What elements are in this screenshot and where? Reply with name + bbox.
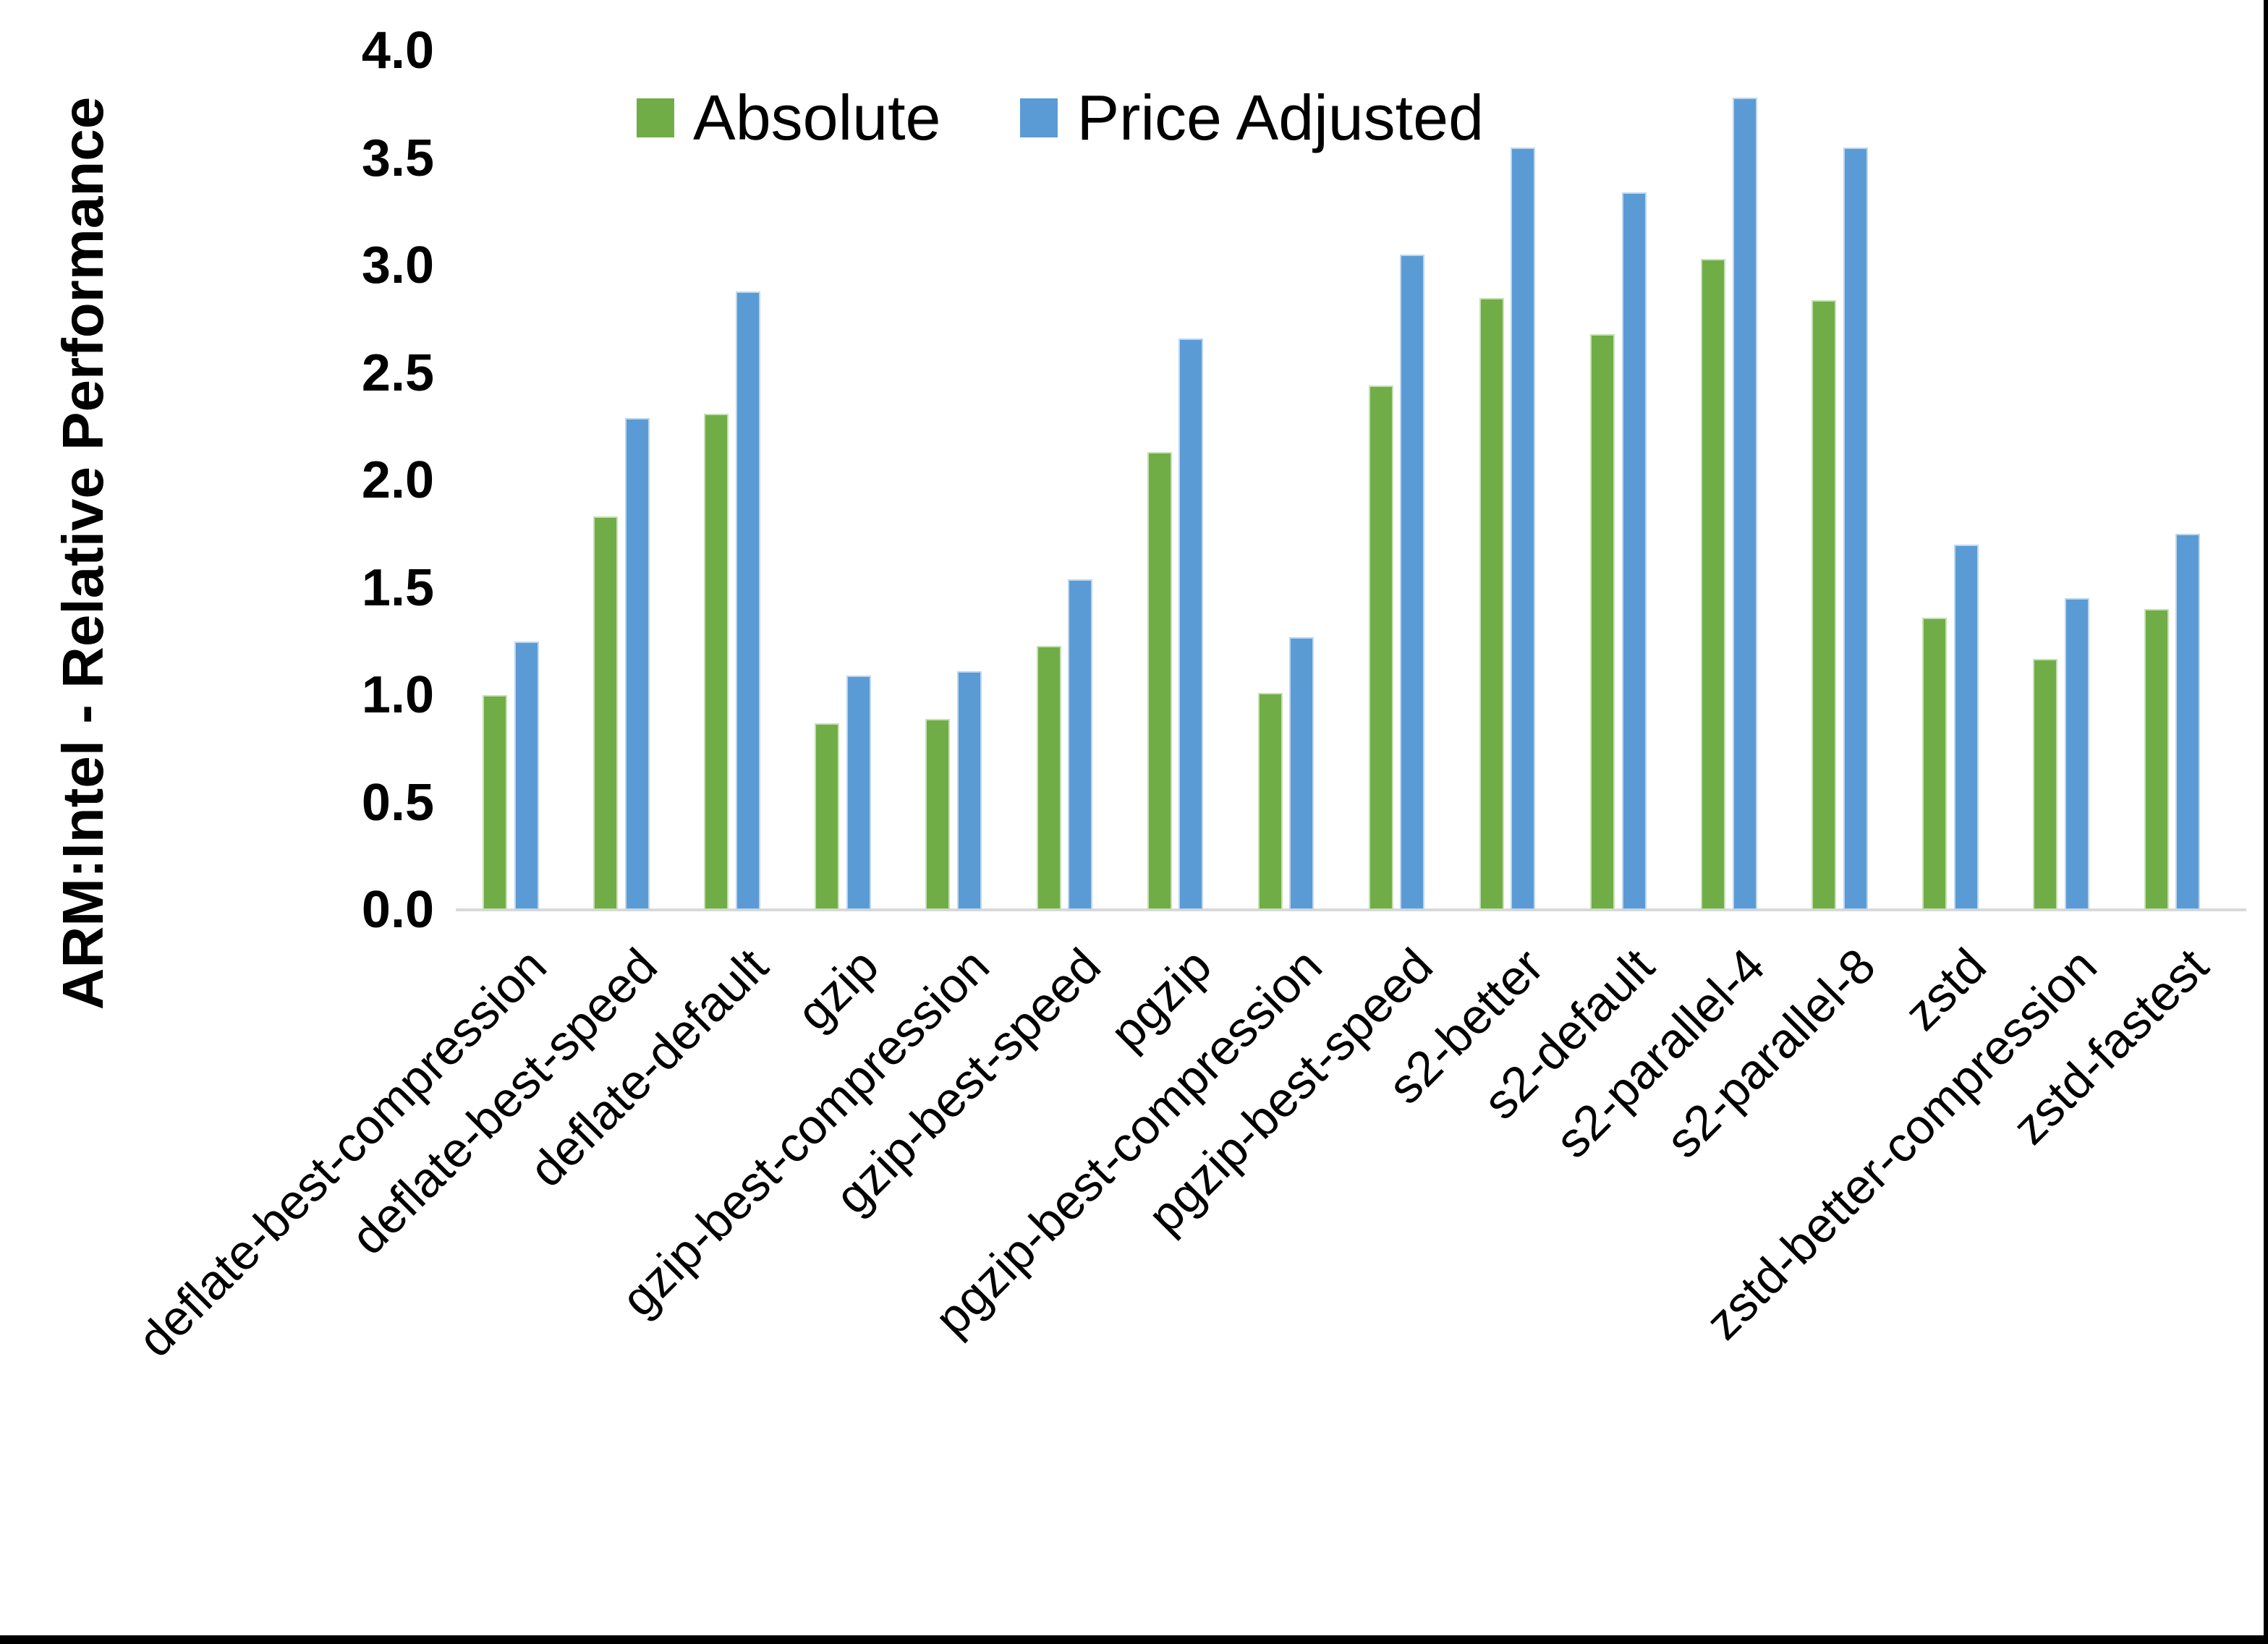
bar-price-adjusted-pgzip-best-speed: [1400, 255, 1424, 910]
bar-absolute-pgzip-best-compression: [1258, 693, 1283, 910]
y-tick-label-2.5: 2.5: [361, 344, 434, 402]
legend-swatch-price-adjusted-icon: [1020, 98, 1058, 137]
y-tick-label-3.0: 3.0: [361, 237, 434, 294]
legend-label-absolute: Absolute: [693, 82, 941, 153]
bar-absolute-pgzip: [1147, 452, 1172, 910]
legend-swatch-absolute-icon: [637, 98, 674, 137]
y-tick-label-0.5: 0.5: [361, 774, 434, 832]
legend-label-price-adjusted: Price Adjusted: [1076, 82, 1485, 153]
y-tick-label-4.0: 4.0: [361, 22, 434, 80]
bar-absolute-s2-parallel-4: [1701, 259, 1725, 910]
bar-absolute-s2-parallel-8: [1812, 300, 1836, 910]
bar-absolute-gzip-best-speed: [1037, 646, 1061, 910]
bar-price-adjusted-deflate-best-speed: [625, 418, 650, 910]
bar-absolute-zstd-better-compression: [2033, 659, 2057, 910]
bar-absolute-deflate-default: [704, 414, 729, 910]
bar-absolute-gzip: [815, 723, 839, 910]
bar-price-adjusted-s2-better: [1511, 148, 1535, 910]
y-tick-label-2.0: 2.0: [361, 451, 434, 509]
legend-item-absolute: Absolute: [637, 86, 940, 150]
y-tick-label-1.5: 1.5: [361, 559, 434, 617]
bar-price-adjusted-s2-parallel-4: [1733, 98, 1757, 910]
bar-price-adjusted-deflate-default: [736, 291, 760, 910]
bar-price-adjusted-zstd-fastest: [2175, 534, 2200, 910]
bar-price-adjusted-gzip-best-compression: [957, 671, 982, 910]
bar-absolute-s2-better: [1479, 298, 1504, 910]
bar-absolute-deflate-best-compression: [483, 695, 507, 910]
bottom-border: [0, 1635, 2268, 1644]
bar-absolute-pgzip-best-speed: [1369, 386, 1393, 910]
bar-price-adjusted-zstd-better-compression: [2065, 598, 2089, 910]
bar-price-adjusted-gzip-best-speed: [1068, 579, 1092, 910]
bar-price-adjusted-pgzip-best-compression: [1289, 637, 1314, 910]
x-axis-baseline: [456, 908, 2246, 911]
y-axis-title: ARM:Intel - Relative Performance: [51, 96, 115, 1010]
bar-price-adjusted-deflate-best-compression: [514, 642, 539, 910]
y-tick-label-3.5: 3.5: [361, 129, 434, 187]
bar-price-adjusted-s2-parallel-8: [1843, 148, 1868, 910]
y-tick-label-1.0: 1.0: [361, 666, 434, 724]
bar-absolute-deflate-best-speed: [593, 516, 618, 910]
bar-absolute-gzip-best-compression: [925, 719, 950, 910]
legend-item-price-adjusted: Price Adjusted: [1020, 86, 1484, 150]
bar-absolute-zstd: [1922, 618, 1947, 910]
bar-price-adjusted-s2-default: [1622, 192, 1647, 910]
bar-absolute-zstd-fastest: [2144, 609, 2169, 910]
legend: Absolute Price Adjusted: [637, 71, 1484, 165]
y-tick-label-0.0: 0.0: [361, 881, 434, 939]
bar-price-adjusted-gzip: [846, 676, 871, 910]
bar-absolute-s2-default: [1590, 334, 1615, 910]
bar-price-adjusted-zstd: [1954, 545, 1979, 910]
right-border: [2264, 0, 2268, 1644]
bar-price-adjusted-pgzip: [1178, 338, 1203, 910]
